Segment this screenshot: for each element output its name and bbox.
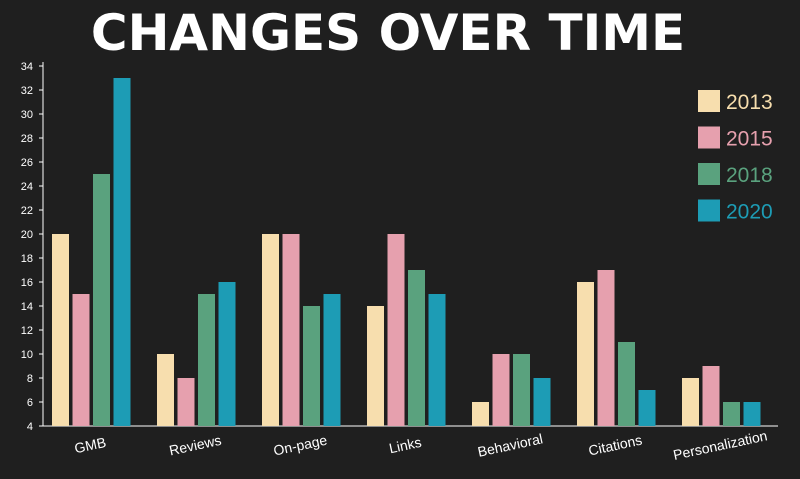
bar-links-2015 [387,234,405,426]
category-labels: GMB Reviews On-page Links Behavioral Citation… [73,427,769,463]
y-tick-label: 28 [21,133,33,145]
y-tick-label: 22 [21,205,33,217]
bar-gmb-2020 [113,78,131,426]
bar-behavioral-2013 [472,402,489,426]
bar-gmb-2015 [72,294,90,426]
bar-personalization-2015 [702,366,720,426]
x-tick-label: Links [388,434,423,456]
bar-on-page-2020 [323,294,341,426]
bar-reviews-2015 [177,378,195,426]
bar-citations-2018 [618,342,635,426]
bar-citations-2020 [638,390,656,426]
y-tick-label: 24 [21,181,33,193]
bar-personalization-2020 [743,402,761,426]
y-tick-label: 20 [21,229,33,241]
x-tick-label: Reviews [168,432,223,459]
bar-reviews-2018 [198,294,215,426]
bars [52,78,761,426]
y-tick-label: 30 [21,109,33,121]
bar-on-page-2013 [262,234,279,426]
bar-on-page-2018 [303,306,320,426]
y-tick-label: 8 [27,373,33,385]
legend-label-2015: 2015 [726,128,773,151]
legend-label-2013: 2013 [726,91,773,114]
bar-behavioral-2015 [492,354,510,426]
y-tick-label: 16 [21,277,33,289]
bar-personalization-2018 [723,402,740,426]
x-tick-label: Behavioral [476,430,544,459]
bar-behavioral-2018 [513,354,530,426]
bar-citations-2013 [577,282,594,426]
y-tick-label: 4 [27,421,33,433]
bar-behavioral-2020 [533,378,551,426]
bar-personalization-2013 [682,378,699,426]
chart-title: CHANGES OVER TIME [91,4,685,62]
bar-gmb-2018 [93,174,110,426]
bar-reviews-2013 [157,354,174,426]
legend-label-2020: 2020 [726,201,773,224]
y-tick-label: 32 [21,85,33,97]
legend-swatch-2013 [698,90,720,112]
legend-swatch-2020 [698,199,720,222]
bar-links-2020 [428,294,446,426]
y-tick-label: 18 [21,253,33,265]
x-tick-label: On-page [272,432,329,459]
y-tick-label: 6 [27,397,33,409]
y-tick-label: 34 [21,61,33,73]
y-tick-label: 12 [21,325,33,337]
legend-swatch-2015 [698,126,720,149]
bar-gmb-2013 [52,234,69,426]
y-tick-label: 10 [21,349,33,361]
bar-links-2018 [408,270,425,426]
x-tick-label: Citations [587,432,644,459]
legend: 2013 2015 2018 2020 [698,90,773,224]
bar-on-page-2015 [282,234,300,426]
bar-links-2013 [367,306,384,426]
x-tick-label: GMB [73,434,108,456]
x-tick-label: Personalization [672,427,769,463]
y-tick-label: 14 [21,301,33,313]
bar-reviews-2020 [218,282,236,426]
legend-swatch-2018 [698,163,720,185]
legend-label-2018: 2018 [726,164,773,187]
bar-citations-2015 [597,270,615,426]
y-tick-label: 26 [21,157,33,169]
